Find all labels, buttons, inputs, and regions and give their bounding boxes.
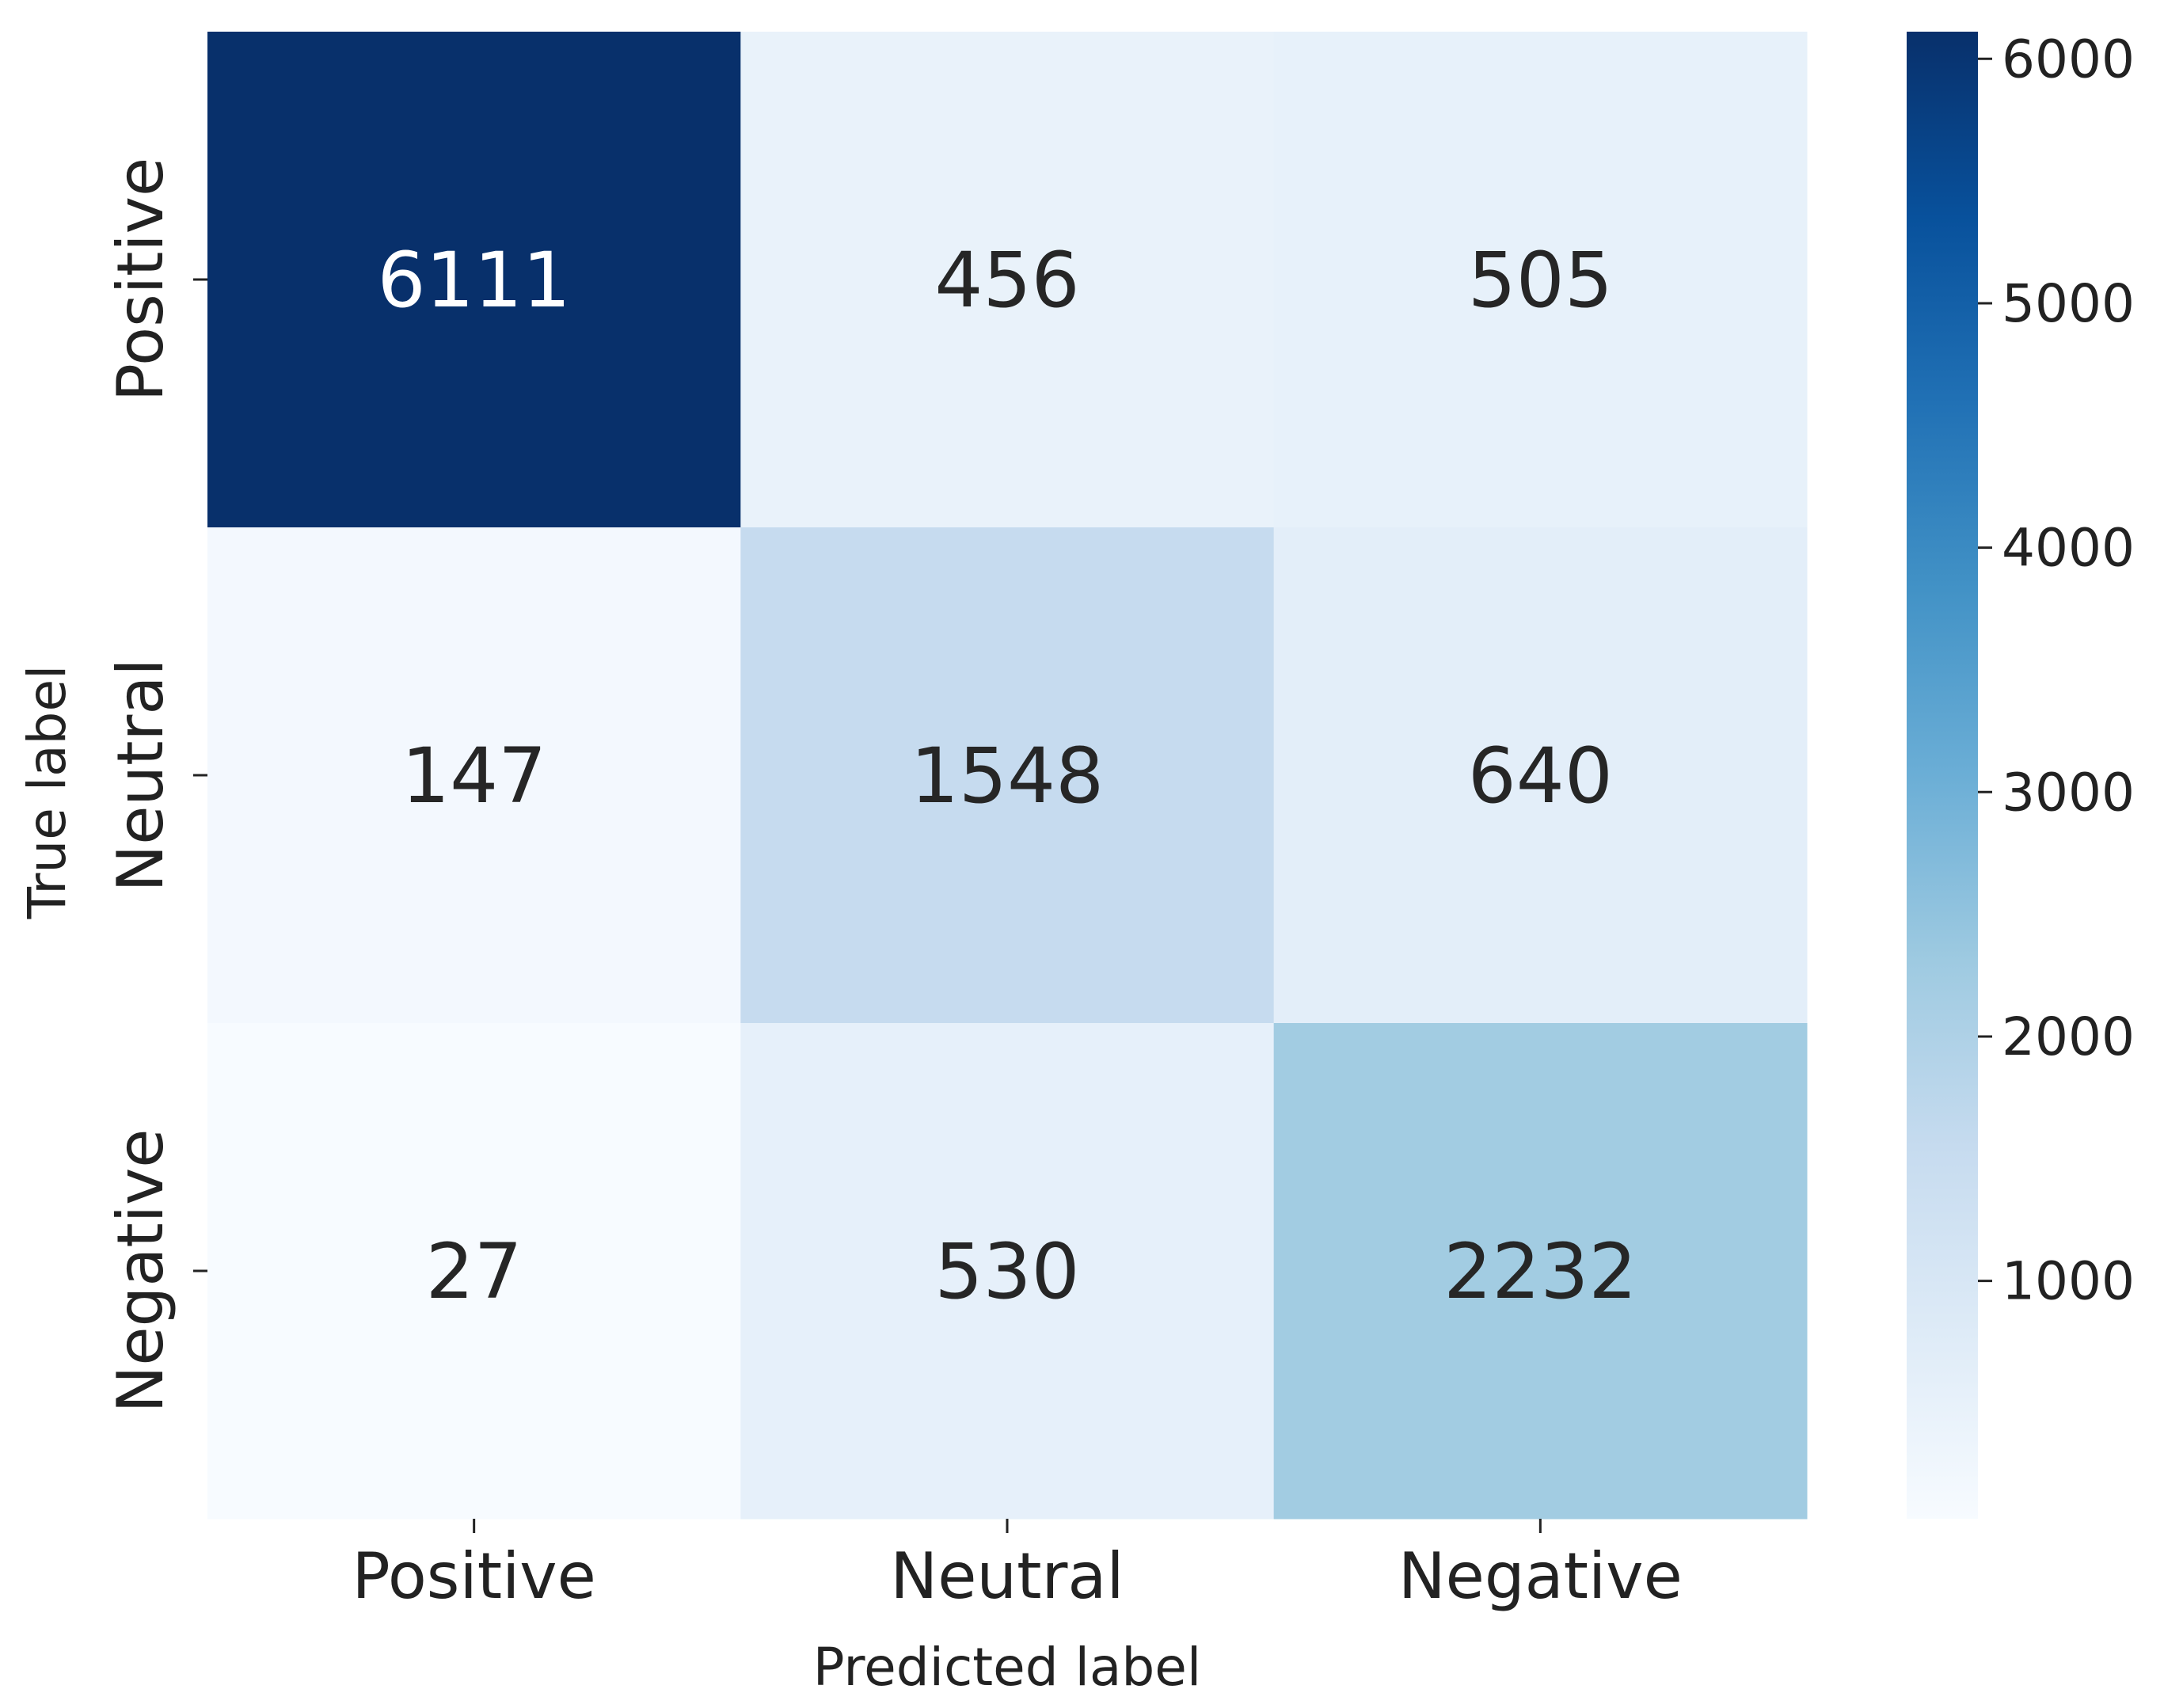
cell-value-label: 505 — [1468, 236, 1613, 325]
y-axis-label: True label — [17, 665, 78, 920]
cell-value-label: 147 — [401, 732, 546, 820]
heatmap-cells — [207, 32, 1808, 1520]
y-axis: Positive Neutral Negative — [104, 158, 207, 1413]
cell-value-label: 640 — [1468, 732, 1613, 820]
heatmap-cell-r2-c0 — [207, 1023, 741, 1520]
cell-value-label: 530 — [934, 1227, 1079, 1316]
heatmap-cell-r1-c0 — [207, 527, 741, 1024]
colorbar-ticks: 1000 2000 3000 4000 5000 6000 — [1978, 29, 2135, 1312]
heatmap-cell-r0-c2 — [1273, 32, 1808, 528]
colorbar-gradient — [1907, 32, 1978, 1519]
colorbar-tick-label: 1000 — [2002, 1251, 2135, 1312]
cell-value-label: 1548 — [911, 732, 1104, 820]
colorbar-tick-label: 4000 — [2002, 518, 2135, 579]
cell-value-label: 2232 — [1443, 1227, 1637, 1316]
x-tick-label: Neutral — [890, 1539, 1124, 1613]
y-tick-label: Neutral — [104, 658, 177, 892]
heatmap-cell-r1-c1 — [740, 527, 1275, 1024]
x-axis: Positive Neutral Negative — [352, 1519, 1683, 1613]
cell-value-label: 27 — [426, 1227, 523, 1316]
colorbar-tick-label: 3000 — [2002, 762, 2135, 823]
cell-value-label: 456 — [934, 236, 1079, 325]
heatmap-cell-r0-c0 — [207, 32, 741, 528]
y-tick-label: Negative — [104, 1128, 177, 1413]
heatmap-cell-labels: 6111 456 505 147 1548 640 27 530 2232 — [378, 236, 1637, 1316]
colorbar-tick-label: 2000 — [2002, 1006, 2135, 1067]
x-tick-label: Positive — [352, 1539, 595, 1613]
x-axis-label: Predicted label — [813, 1637, 1201, 1698]
x-tick-label: Negative — [1398, 1539, 1683, 1613]
cell-value-label: 6111 — [378, 236, 571, 325]
y-tick-label: Positive — [104, 158, 177, 401]
colorbar-tick-label: 5000 — [2002, 273, 2135, 334]
heatmap-cell-r0-c1 — [740, 32, 1275, 528]
colorbar: 1000 2000 3000 4000 5000 6000 — [1907, 29, 2135, 1519]
heatmap-cell-r2-c2 — [1273, 1023, 1808, 1520]
heatmap-cell-r2-c1 — [740, 1023, 1275, 1520]
heatmap-cell-r1-c2 — [1273, 527, 1808, 1024]
colorbar-tick-label: 6000 — [2002, 29, 2135, 89]
